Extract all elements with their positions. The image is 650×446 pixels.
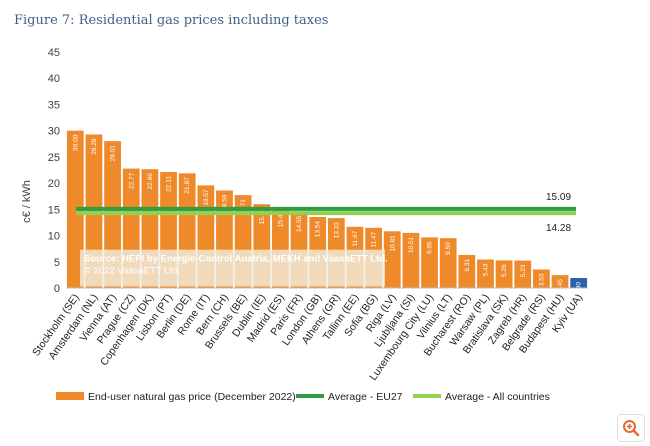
bar-value-label: 10.81 [389, 235, 396, 252]
bar-value-label: 15.44 [277, 211, 284, 228]
bar [495, 260, 513, 288]
bar-value-label: 30.00 [72, 134, 79, 151]
source-box [80, 249, 385, 287]
figure-title: Figure 7: Residential gas prices includi… [14, 13, 329, 28]
bar [402, 232, 420, 288]
y-tick-label: 30 [48, 126, 60, 138]
bar [439, 238, 457, 288]
average-eu27-value: 15.09 [546, 192, 571, 203]
legend-label: Average - EU27 [328, 391, 403, 403]
bar-value-label: 11.47 [371, 231, 378, 247]
y-tick-label: 20 [48, 178, 60, 190]
zoom-in-icon [623, 420, 640, 437]
legend-label: Average - All countries [445, 391, 550, 403]
bar-value-label: 5.26 [501, 264, 508, 277]
zoom-button[interactable] [617, 414, 645, 442]
bar-value-label: 5.43 [482, 263, 489, 276]
y-tick-label: 40 [48, 73, 60, 85]
bar-value-label: 2.45 [557, 279, 564, 292]
bar-value-label: 14.55 [296, 215, 303, 232]
bar-value-label: 29.28 [91, 138, 98, 155]
bar-value-label: 6.31 [464, 259, 471, 272]
legend-swatch [56, 392, 84, 400]
source-line: Source: HEPI by Energie-Control Austria,… [84, 254, 388, 265]
y-tick-label: 0 [54, 283, 60, 295]
bar-value-label: 15.98 [259, 208, 266, 225]
bar [570, 278, 588, 288]
y-tick-label: 5 [54, 257, 60, 269]
source-line: © 2022 VaasaETT Ltd. [84, 266, 180, 277]
bar [551, 275, 569, 288]
bar-value-label: 10.51 [408, 237, 415, 254]
bar-value-label: 18.59 [221, 194, 228, 211]
bar-value-label: 3.53 [538, 273, 545, 286]
y-tick-label: 10 [48, 231, 60, 243]
bar [383, 231, 401, 288]
y-tick-label: 45 [48, 47, 60, 59]
bar [66, 130, 84, 288]
bar [514, 260, 532, 288]
bar-value-label: 11.67 [352, 230, 359, 246]
average-all-value: 14.28 [546, 223, 571, 234]
bar-value-label: 22.77 [128, 172, 135, 189]
bar [458, 254, 476, 288]
bar-value-label: 9.50 [445, 242, 452, 255]
bar-value-label: 5.23 [520, 264, 527, 277]
bar-value-label: 22.66 [147, 173, 154, 190]
bar-value-label: 9.65 [427, 241, 434, 254]
bar-value-label: 13.54 [315, 221, 322, 238]
legend-label: End-user natural gas price (December 202… [88, 391, 296, 403]
y-axis-title: c€ / kWh [21, 180, 33, 223]
bar [477, 259, 494, 288]
bar [533, 269, 550, 288]
bar-value-label: 22.11 [166, 176, 173, 192]
bar-value-label: 21.87 [184, 177, 191, 194]
bar-value-label: 13.33 [333, 222, 340, 239]
bar-value-label: 19.57 [203, 189, 210, 206]
bar-value-label: 28.01 [110, 145, 117, 162]
y-tick-label: 35 [48, 99, 60, 111]
bar [421, 237, 438, 288]
y-tick-label: 25 [48, 152, 60, 164]
y-tick-label: 15 [48, 204, 60, 216]
